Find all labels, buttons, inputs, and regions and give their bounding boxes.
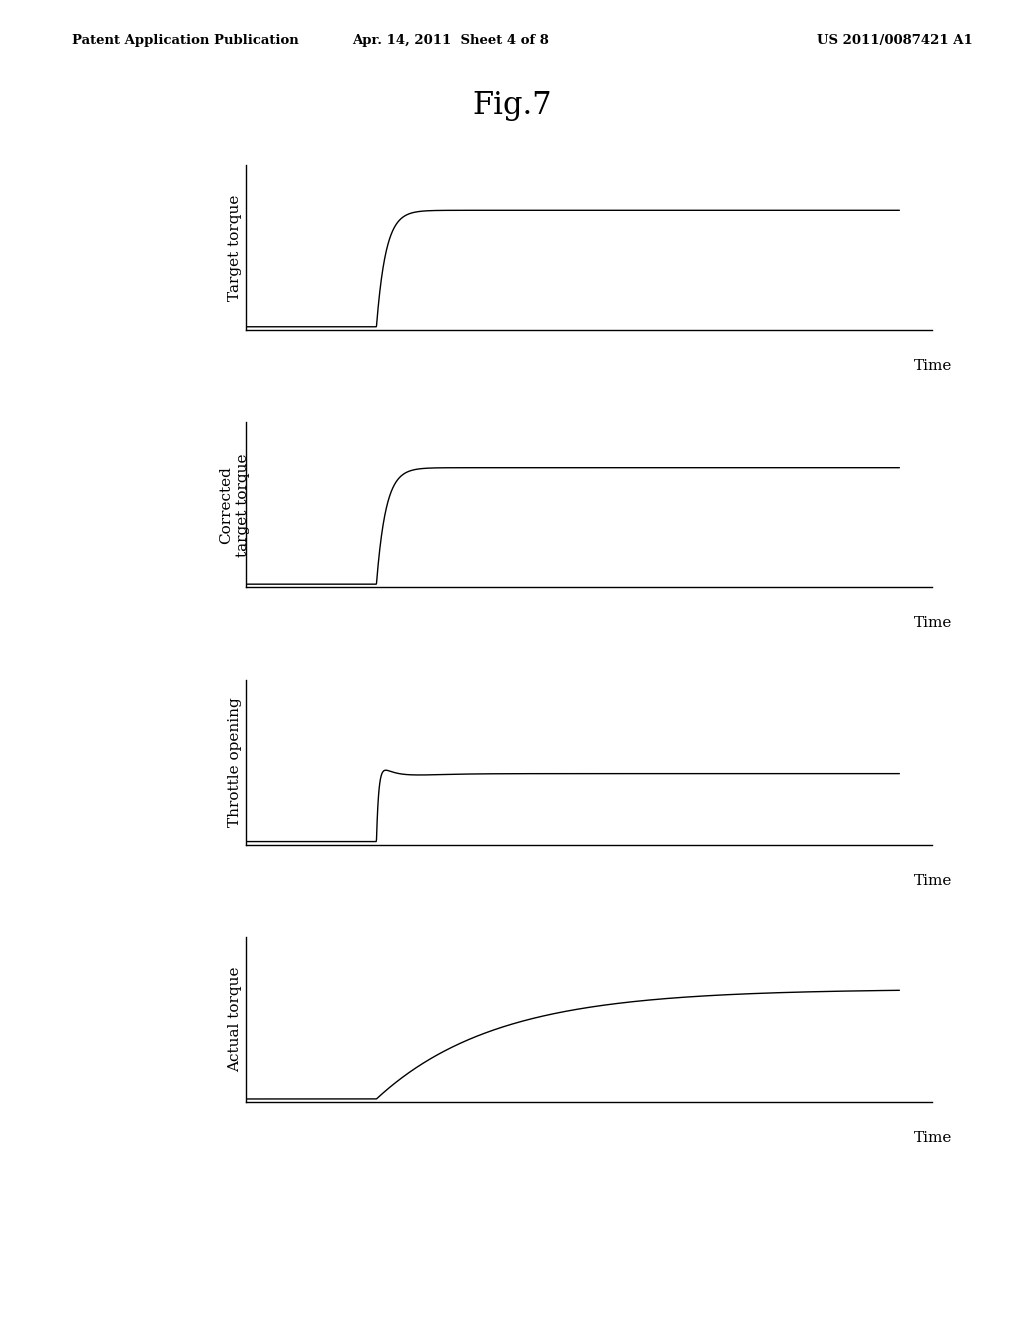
Y-axis label: Corrected
target torque: Corrected target torque bbox=[219, 453, 250, 557]
Text: Fig.7: Fig.7 bbox=[472, 90, 552, 120]
Text: Time: Time bbox=[914, 874, 952, 888]
Y-axis label: Target torque: Target torque bbox=[227, 194, 242, 301]
Text: Time: Time bbox=[914, 616, 952, 631]
Y-axis label: Actual torque: Actual torque bbox=[227, 968, 242, 1072]
Y-axis label: Throttle opening: Throttle opening bbox=[227, 697, 242, 828]
Text: Time: Time bbox=[914, 1131, 952, 1146]
Text: Apr. 14, 2011  Sheet 4 of 8: Apr. 14, 2011 Sheet 4 of 8 bbox=[352, 34, 549, 48]
Text: US 2011/0087421 A1: US 2011/0087421 A1 bbox=[817, 34, 973, 48]
Text: Patent Application Publication: Patent Application Publication bbox=[72, 34, 298, 48]
Text: Time: Time bbox=[914, 359, 952, 374]
